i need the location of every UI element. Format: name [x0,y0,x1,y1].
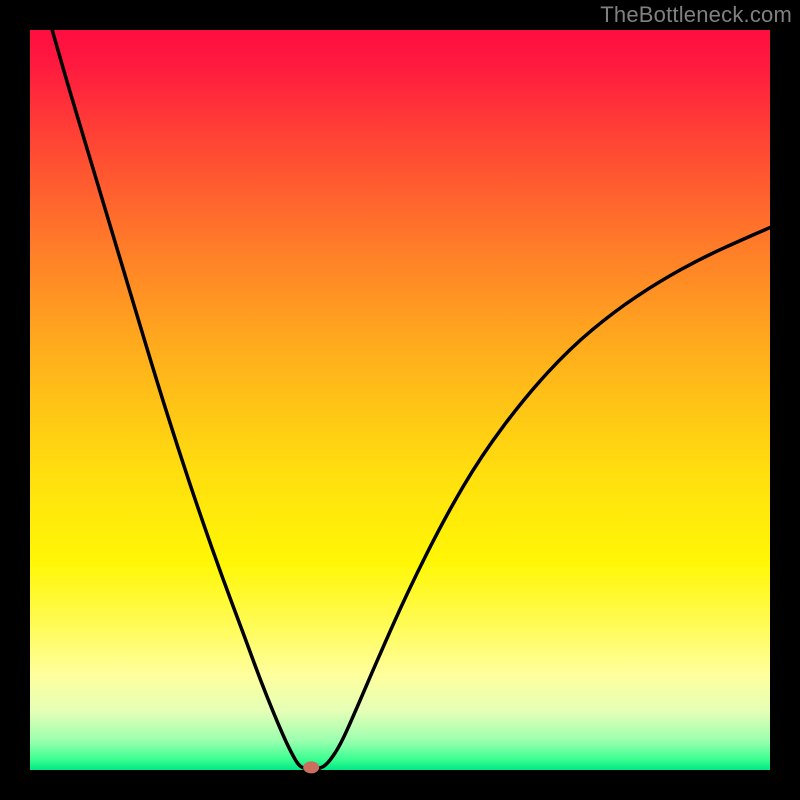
bottleneck-curve [52,30,770,769]
optimum-marker [303,761,319,773]
plot-area [30,30,770,770]
watermark-text: TheBottleneck.com [600,2,792,28]
bottleneck-curve-layer [30,30,770,770]
